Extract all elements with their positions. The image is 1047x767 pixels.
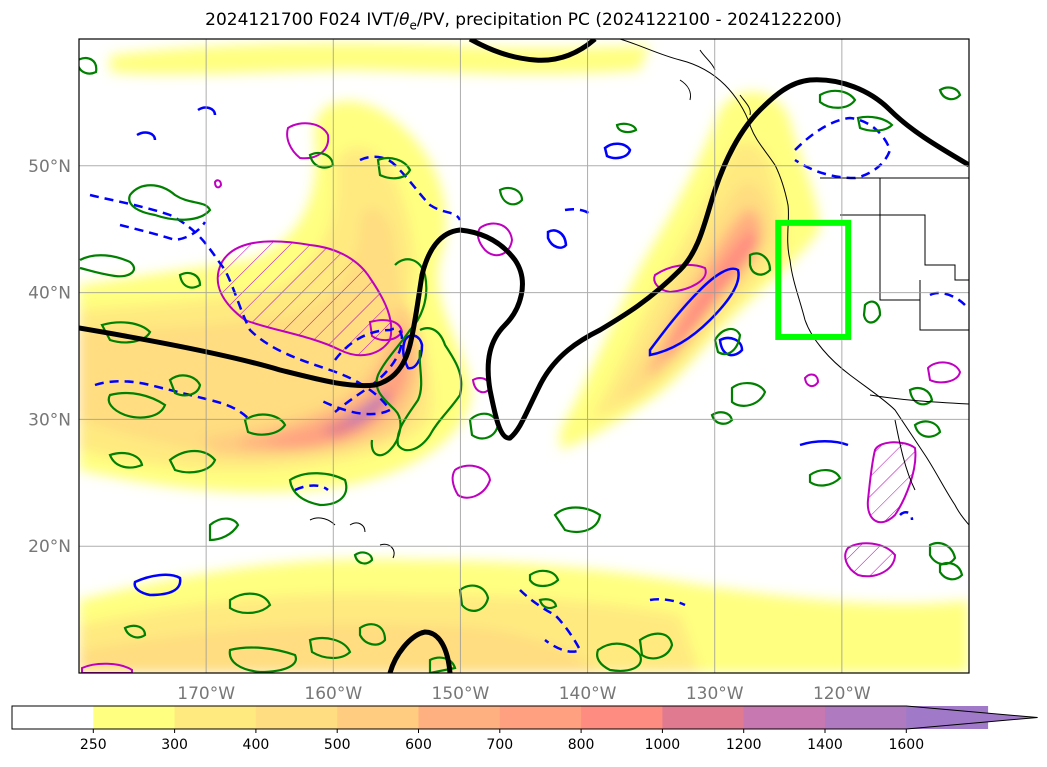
- colorbar: 250 300 400 500 600 700 800 1000 1200 1400 1600: [11, 705, 1038, 753]
- lon-label-3: 140°W: [559, 684, 617, 704]
- latitude-labels: 50°N 40°N 30°N 20°N: [28, 157, 71, 557]
- pv-contour: [79, 39, 969, 673]
- map-area: [79, 39, 969, 673]
- colorbar-segment-3: [255, 706, 338, 729]
- colorbar-segment-7: [581, 706, 663, 729]
- colorbar-label-2: 400: [243, 737, 270, 753]
- colorbar-label-10: 1600: [888, 737, 924, 753]
- lat-label-0: 50°N: [28, 157, 71, 177]
- colorbar-label-8: 1200: [726, 737, 762, 753]
- colorbar-segment-6: [499, 706, 582, 729]
- theta-e-contours: [89, 106, 966, 653]
- map-title: 2024121700 F024 IVT/θe/PV, precipitation…: [205, 10, 842, 33]
- colorbar-label-0: 250: [80, 737, 107, 753]
- colorbar-segment-0: [12, 706, 94, 729]
- map-border: [78, 38, 970, 674]
- colorbar-segment-10: [825, 706, 907, 729]
- lat-label-3: 20°N: [28, 537, 71, 557]
- colorbar-segment-2: [174, 706, 257, 729]
- longitude-labels: 170°W 160°W 150°W 140°W 130°W 120°W: [177, 684, 871, 704]
- colorbar-label-9: 1400: [807, 737, 843, 753]
- colorbar-segment-5: [418, 706, 501, 729]
- lon-label-2: 150°W: [432, 684, 490, 704]
- colorbar-segment-4: [337, 706, 419, 729]
- colorbar-label-6: 800: [568, 737, 595, 753]
- lon-label-5: 120°W: [813, 684, 871, 704]
- lon-label-4: 130°W: [686, 684, 744, 704]
- colorbar-segment-1: [93, 706, 176, 729]
- colorbar-label-1: 300: [161, 737, 188, 753]
- colorbar-label-4: 600: [405, 737, 432, 753]
- lat-label-2: 30°N: [28, 410, 71, 430]
- highlight-box: [775, 219, 852, 340]
- coastlines: [309, 39, 969, 559]
- ivt-hatched-region: [216, 240, 917, 578]
- lon-label-1: 160°W: [304, 684, 362, 704]
- colorbar-label-5: 700: [486, 737, 513, 753]
- lon-label-0: 170°W: [177, 684, 235, 704]
- colorbar-outline: [11, 705, 1038, 730]
- colorbar-extend-arrow: [906, 706, 1038, 729]
- colorbar-segment-8: [662, 706, 745, 729]
- colorbar-segment-9: [743, 706, 826, 729]
- graticule: [79, 39, 969, 673]
- precip-contours: [79, 56, 964, 673]
- colorbar-label-7: 1000: [645, 737, 681, 753]
- lat-label-1: 40°N: [28, 284, 71, 304]
- colorbar-label-3: 500: [324, 737, 351, 753]
